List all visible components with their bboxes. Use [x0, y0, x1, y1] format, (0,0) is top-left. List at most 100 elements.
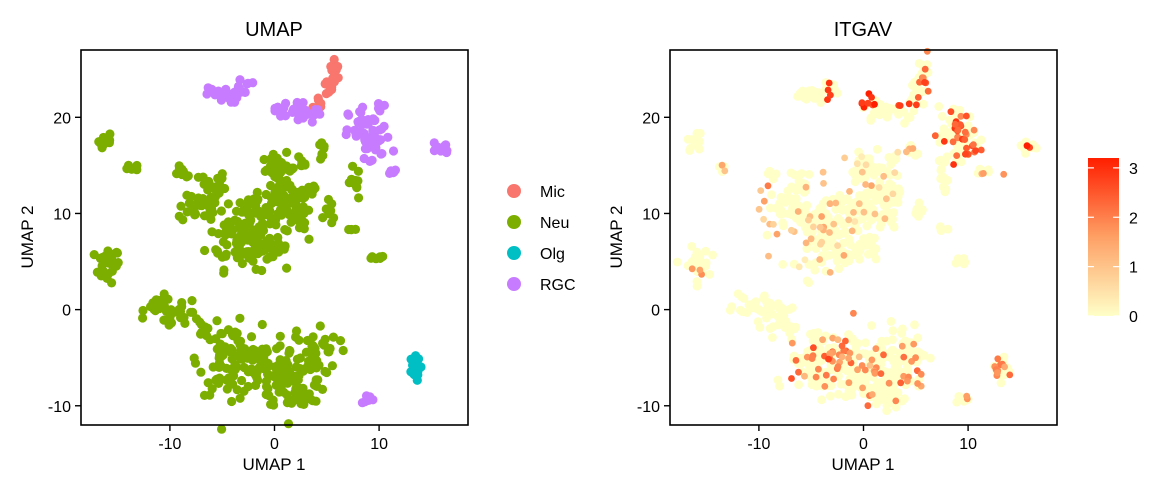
point-itgav-expressing — [864, 402, 872, 410]
point-neu — [273, 209, 283, 219]
point-itgav-expressing — [848, 227, 856, 235]
point-neu — [248, 256, 258, 266]
point-itgav-zero — [866, 114, 876, 123]
point-neu — [289, 192, 299, 202]
point-itgav-zero — [826, 391, 835, 401]
point-itgav-zero — [887, 216, 897, 225]
point-neu — [315, 140, 325, 150]
point-itgav-expressing — [688, 265, 696, 273]
legend-key-neu — [507, 215, 521, 229]
point-itgav-zero — [875, 101, 885, 110]
point-itgav-zero — [861, 338, 870, 348]
itgav-y-tick-label: 20 — [642, 110, 660, 127]
point-neu — [269, 400, 279, 410]
point-itgav-expressing — [1001, 363, 1008, 371]
point-neu — [182, 190, 192, 200]
point-itgav-expressing — [842, 337, 849, 345]
point-itgav-zero — [832, 88, 842, 98]
point-itgav-zero — [937, 111, 947, 121]
point-neu — [94, 137, 104, 147]
point-itgav-expressing — [894, 148, 902, 156]
point-itgav-expressing — [951, 120, 959, 128]
point-neu — [176, 201, 186, 211]
point-rgc — [356, 129, 366, 139]
point-itgav-zero — [936, 226, 946, 236]
point-itgav-expressing — [805, 216, 812, 224]
point-itgav-zero — [831, 204, 841, 214]
point-itgav-expressing — [910, 340, 918, 348]
point-mic — [324, 87, 334, 97]
point-neu — [275, 164, 285, 174]
point-neu — [212, 316, 222, 326]
point-neu — [328, 332, 338, 342]
point-neu — [367, 252, 377, 262]
point-neu — [315, 321, 325, 331]
point-itgav-zero — [811, 381, 821, 391]
point-itgav-expressing — [950, 161, 957, 168]
legend-label-neu: Neu — [540, 215, 569, 232]
point-rgc — [375, 106, 385, 116]
series-mic — [308, 54, 343, 112]
point-itgav-expressing — [963, 144, 970, 152]
point-itgav-expressing — [810, 344, 817, 352]
point-neu — [232, 328, 242, 338]
point-itgav-expressing — [859, 384, 866, 392]
point-itgav-expressing — [755, 205, 763, 213]
point-neu — [242, 208, 252, 218]
point-itgav-zero — [862, 188, 871, 198]
point-neu — [281, 356, 291, 366]
point-itgav-zero — [861, 241, 870, 250]
point-itgav-expressing — [889, 190, 897, 198]
point-itgav-zero — [834, 264, 844, 274]
point-itgav-expressing — [824, 86, 832, 94]
point-itgav-expressing — [802, 183, 810, 191]
point-itgav-zero — [796, 215, 806, 225]
point-neu — [103, 246, 113, 256]
point-olg — [414, 354, 424, 364]
point-itgav-expressing — [913, 101, 920, 109]
point-itgav-expressing — [819, 336, 826, 344]
point-neu — [235, 313, 245, 323]
point-neu — [256, 246, 267, 256]
point-itgav-zero — [891, 389, 901, 398]
point-itgav-zero — [810, 265, 820, 275]
point-itgav-expressing — [851, 218, 859, 225]
point-neu — [262, 254, 272, 264]
point-itgav-expressing — [850, 209, 857, 216]
point-itgav-expressing — [764, 182, 772, 190]
point-itgav-zero — [803, 359, 813, 369]
point-itgav-zero — [690, 256, 700, 265]
point-neu — [257, 319, 267, 330]
point-neu — [272, 344, 282, 354]
point-itgav-expressing — [788, 226, 795, 234]
point-neu — [354, 193, 364, 203]
point-itgav-zero — [912, 204, 922, 214]
point-rgc — [343, 109, 353, 119]
point-itgav-expressing — [912, 354, 919, 362]
point-neu — [292, 202, 302, 212]
point-itgav-zero — [779, 314, 789, 324]
point-neu — [320, 367, 330, 377]
point-rgc — [309, 110, 320, 120]
point-neu — [299, 224, 309, 234]
point-neu — [258, 225, 269, 236]
point-neu — [220, 230, 230, 240]
point-neu — [308, 340, 318, 350]
point-itgav-zero — [919, 350, 929, 360]
point-itgav-expressing — [858, 168, 866, 176]
point-neu — [190, 209, 201, 219]
point-itgav-expressing — [924, 87, 932, 95]
umap-legend: Mic Neu Olg RGC — [507, 184, 576, 294]
point-neu — [138, 305, 148, 316]
point-itgav-zero — [798, 92, 808, 101]
point-rgc — [388, 168, 398, 178]
point-itgav-expressing — [841, 154, 848, 162]
point-itgav-expressing — [788, 339, 796, 347]
point-itgav-expressing — [792, 357, 800, 364]
point-neu — [223, 199, 233, 209]
point-itgav-expressing — [972, 147, 980, 155]
point-itgav-zero — [945, 115, 955, 125]
point-itgav-zero — [851, 342, 861, 352]
point-neu — [265, 206, 275, 216]
legend-key-rgc — [507, 277, 521, 291]
